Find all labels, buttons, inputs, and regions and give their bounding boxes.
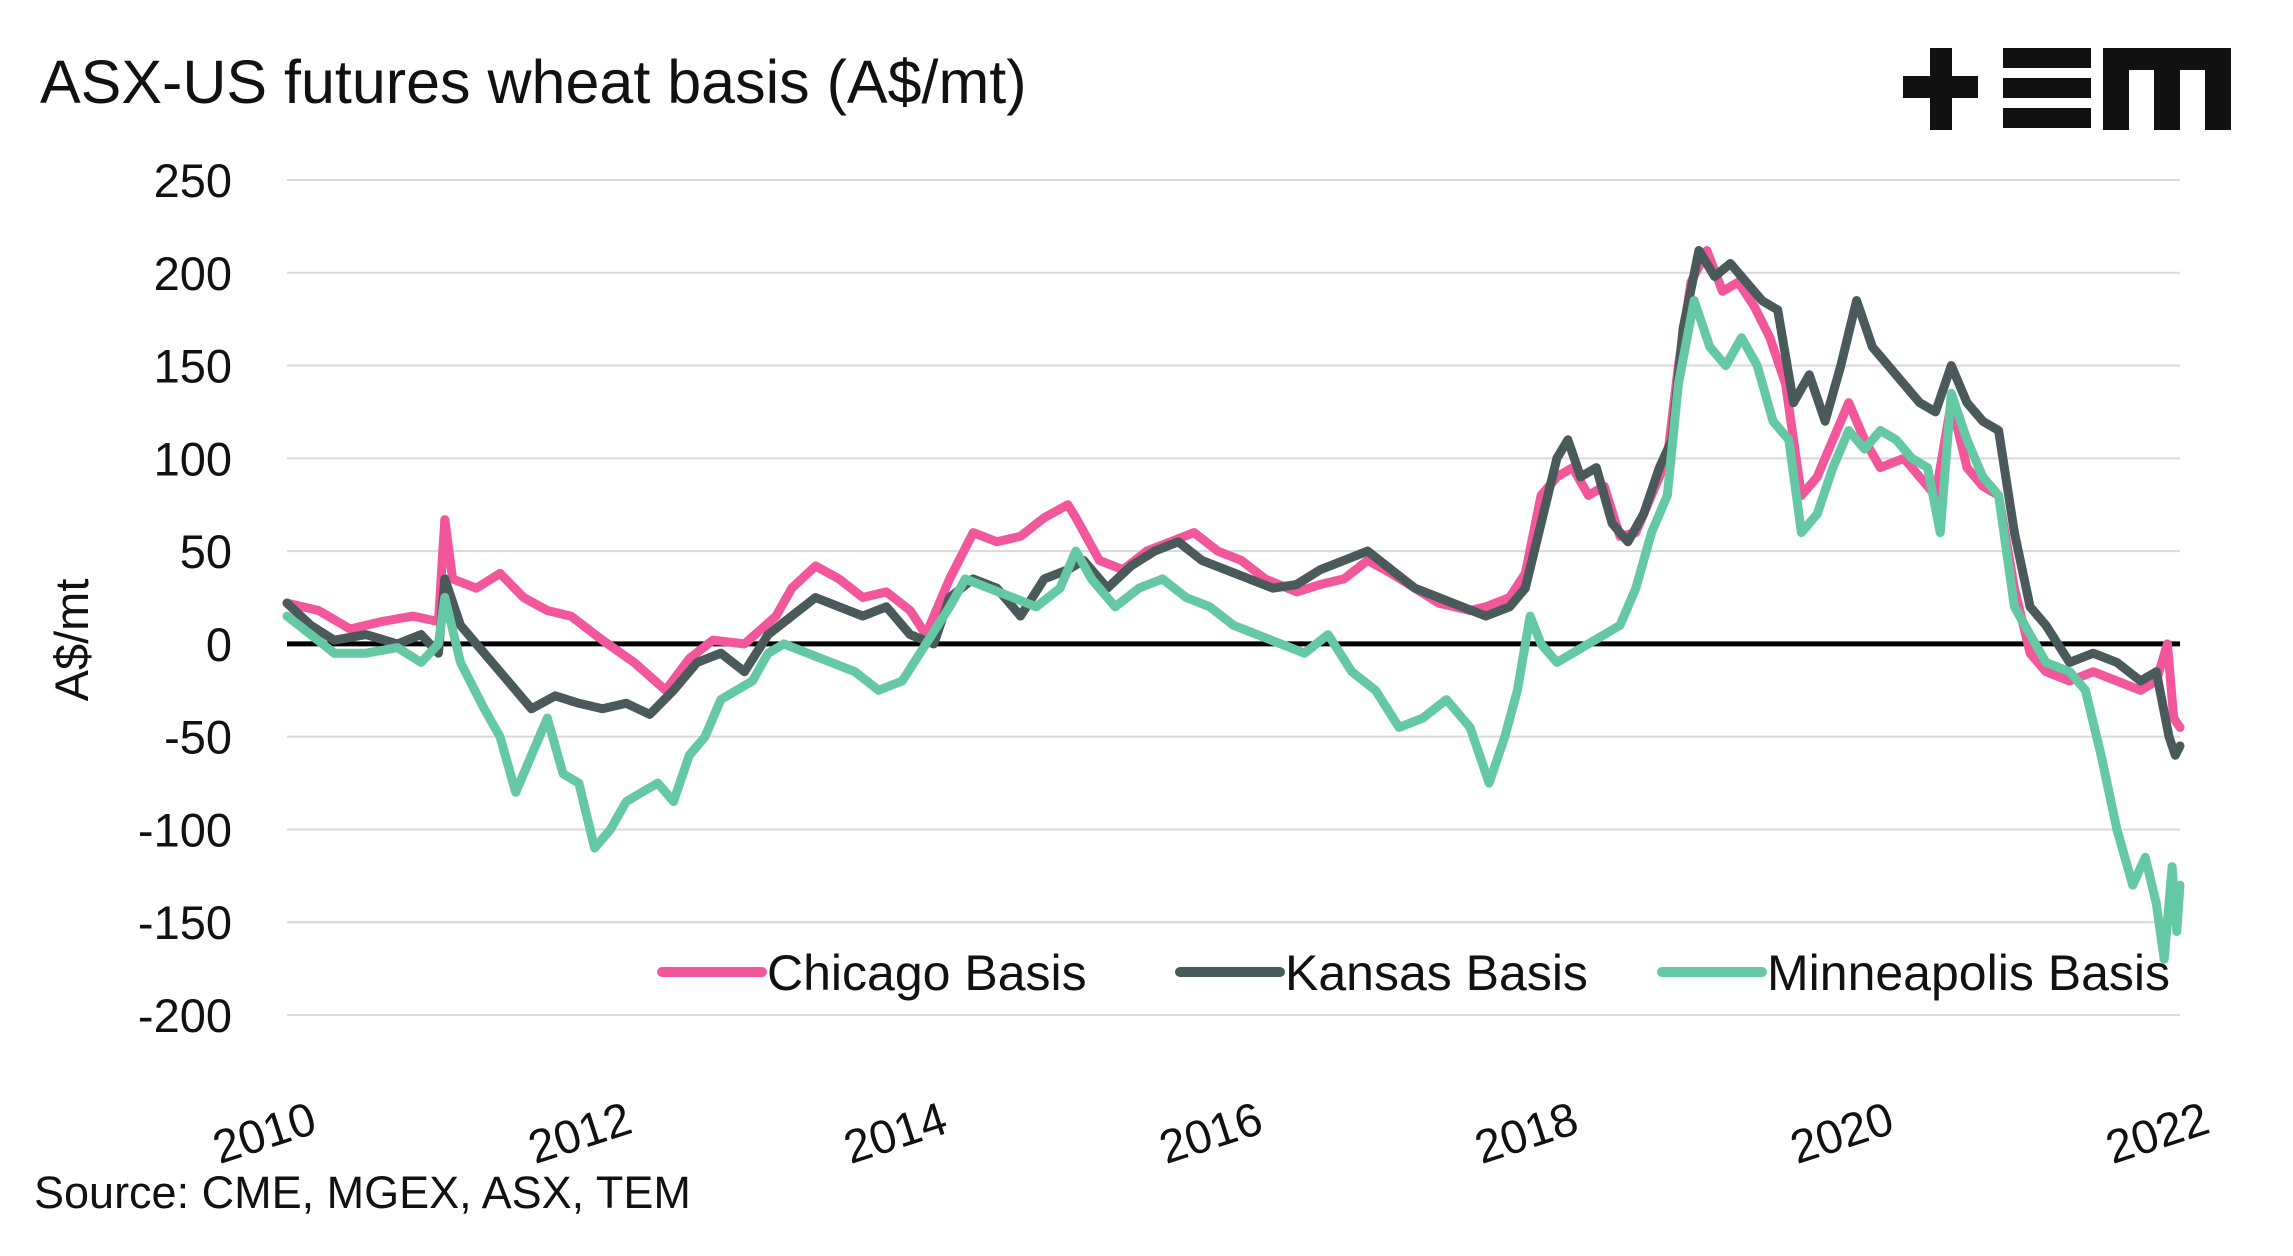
series-line-kansas-basis xyxy=(282,246,2185,760)
legend: Chicago Basis Kansas Basis Minneapolis Bas… xyxy=(657,945,2170,1001)
y-tick-label: 50 xyxy=(180,525,232,578)
y-tick-label: 150 xyxy=(154,340,232,393)
y-tick-label: 200 xyxy=(154,247,232,300)
tem-logo xyxy=(1903,48,2231,130)
legend-label: Chicago Basis xyxy=(767,945,1087,1001)
legend-label: Kansas Basis xyxy=(1285,945,1588,1001)
x-tick-label: 2010 xyxy=(206,1091,322,1174)
x-axis-ticks: 2010 2012 2014 2016 2018 2020 2022 xyxy=(206,1091,2215,1174)
y-tick-label: -100 xyxy=(138,803,232,856)
y-axis-ticks: 250 200 150 100 50 0 -50 -100 -150 -200 xyxy=(138,154,232,1042)
series-lines xyxy=(282,246,2185,964)
series-line-chicago-basis xyxy=(282,246,2185,732)
chart-title: ASX-US futures wheat basis (A$/mt) xyxy=(40,48,1027,116)
y-tick-label: -200 xyxy=(138,989,232,1042)
x-tick-label: 2016 xyxy=(1153,1091,1269,1174)
y-tick-label: -50 xyxy=(164,711,232,764)
y-axis-label: A$/mt xyxy=(45,579,98,702)
y-tick-label: 0 xyxy=(206,618,232,671)
x-tick-label: 2018 xyxy=(1468,1091,1584,1174)
source-note: Source: CME, MGEX, ASX, TEM xyxy=(34,1167,691,1218)
x-tick-label: 2012 xyxy=(522,1091,638,1174)
legend-label: Minneapolis Basis xyxy=(1767,945,2170,1001)
y-tick-label: 250 xyxy=(154,154,232,207)
series-line-minneapolis-basis xyxy=(282,296,2185,964)
x-tick-label: 2020 xyxy=(1784,1091,1900,1174)
x-tick-label: 2022 xyxy=(2099,1091,2215,1174)
y-tick-label: 100 xyxy=(154,432,232,485)
x-tick-label: 2014 xyxy=(837,1091,953,1174)
y-tick-label: -150 xyxy=(138,896,232,949)
gridlines xyxy=(287,179,2180,1016)
